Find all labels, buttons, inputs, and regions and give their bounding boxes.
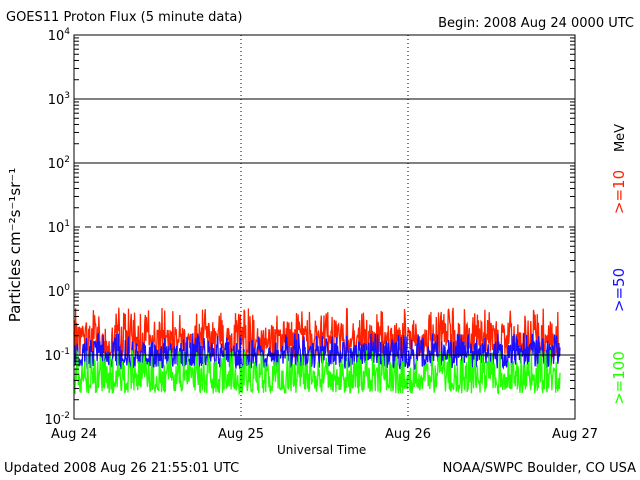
chart-title: GOES11 Proton Flux (5 minute data) bbox=[6, 10, 243, 25]
x-tick-label: Aug 24 bbox=[51, 427, 97, 442]
y-tick-exp: 3 bbox=[64, 91, 70, 101]
y-tick-exp: 1 bbox=[64, 219, 70, 229]
y-tick-base: 10 bbox=[48, 221, 65, 236]
legend-series-label: >=50 bbox=[610, 268, 628, 312]
y-tick-label: 102 bbox=[48, 155, 70, 172]
y-tick-label: 104 bbox=[48, 27, 71, 44]
x-axis-label: Universal Time bbox=[277, 443, 367, 457]
y-tick-label: 103 bbox=[48, 91, 70, 108]
x-tick-label: Aug 25 bbox=[218, 427, 264, 442]
y-tick-exp: 4 bbox=[64, 27, 70, 37]
x-tick-label: Aug 27 bbox=[552, 427, 598, 442]
x-tick-labels: Aug 24 Aug 25 Aug 26 Aug 27 bbox=[51, 427, 598, 442]
plot-frame bbox=[73, 34, 576, 420]
legend-series-label: >=100 bbox=[610, 351, 628, 405]
y-tick-exp: -1 bbox=[61, 347, 70, 357]
y-tick-label: 10-2 bbox=[44, 411, 70, 428]
y-tick-base: 10 bbox=[48, 93, 65, 108]
updated-timestamp: Updated 2008 Aug 26 21:55:01 UTC bbox=[4, 461, 240, 476]
series-layer bbox=[73, 307, 561, 396]
y-tick-label: 100 bbox=[48, 283, 71, 300]
source-credit: NOAA/SWPC Boulder, CO USA bbox=[442, 461, 636, 476]
y-tick-exp: 0 bbox=[64, 283, 70, 293]
grid-layer bbox=[74, 35, 575, 419]
y-tick-label: 101 bbox=[48, 219, 70, 236]
x-tick-label: Aug 26 bbox=[385, 427, 431, 442]
series-line-0 bbox=[73, 307, 561, 359]
y-tick-exp: 2 bbox=[64, 155, 70, 165]
y-tick-base: 10 bbox=[48, 157, 65, 172]
series-line-2 bbox=[73, 349, 561, 396]
y-tick-label: 10-1 bbox=[44, 347, 70, 364]
y-tick-exp: -2 bbox=[61, 411, 70, 421]
y-tick-base: 10 bbox=[44, 349, 61, 364]
y-tick-base: 10 bbox=[44, 413, 61, 428]
legend: MeV >=10 >=50 >=100 bbox=[610, 124, 628, 405]
y-axis-label: Particles cm⁻²s⁻¹sr⁻¹ bbox=[6, 168, 24, 322]
y-tick-base: 10 bbox=[48, 29, 65, 44]
legend-unit-label: MeV bbox=[613, 124, 628, 152]
begin-label: Begin: 2008 Aug 24 0000 UTC bbox=[438, 16, 634, 31]
legend-series-label: >=10 bbox=[610, 170, 628, 214]
series-line-1 bbox=[73, 332, 561, 371]
y-tick-base: 10 bbox=[48, 285, 65, 300]
